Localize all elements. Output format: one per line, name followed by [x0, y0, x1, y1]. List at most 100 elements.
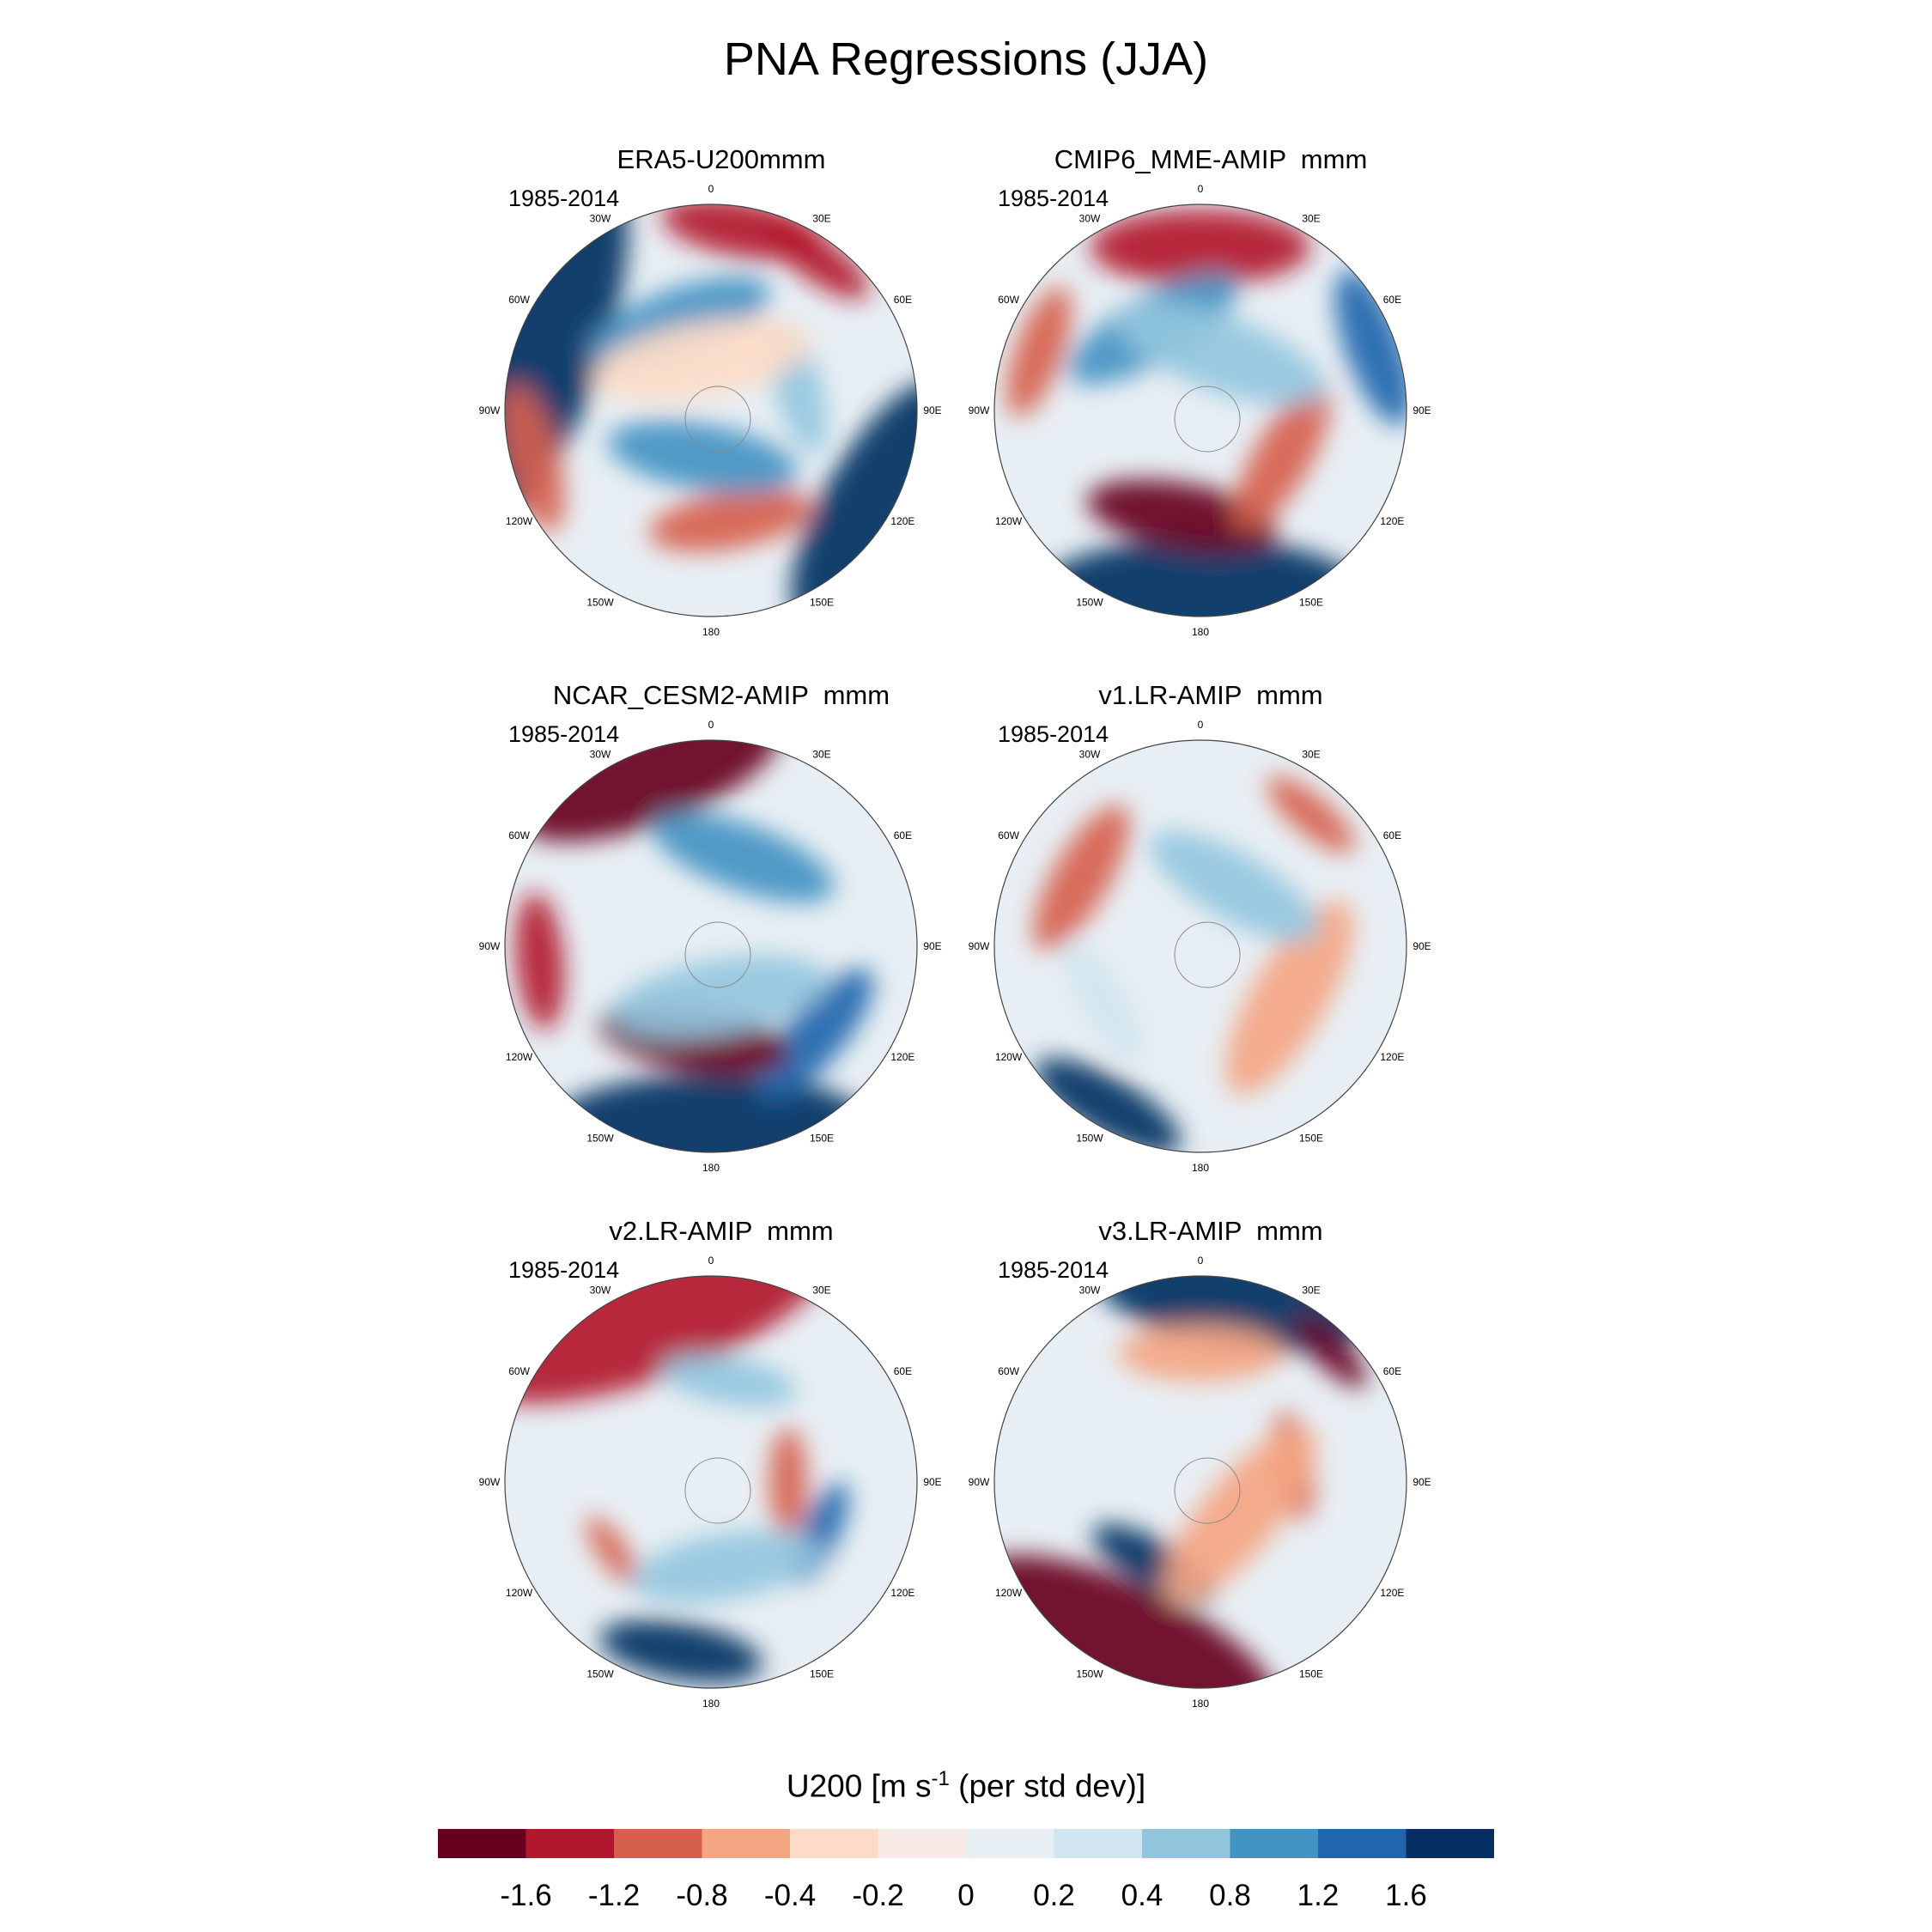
colorbar-tick-label: -0.4 [763, 1879, 817, 1912]
lon-label-150W: 150W [586, 596, 614, 608]
polar-map: 0 30E 60E 90E 120E 150E 180 150W 120W 90W 60W 30W [969, 183, 1431, 638]
colorbar-swatch-0 [438, 1829, 526, 1858]
anomaly-band-5 [660, 1354, 797, 1407]
field-layer [994, 204, 1406, 617]
anomaly-band-0 [1035, 1058, 1182, 1152]
lon-label-150W: 150W [1076, 1668, 1103, 1680]
panel-v3-lr: v3.LR-AMIP mmm 1985-2014 0 30E 60E 90E 120E 1… [969, 1216, 1451, 1710]
polar-map: 0 30E 60E 90E 120E 150E 180 150W 120W 90W 60W 30W [969, 1255, 1431, 1710]
anomaly-band-8 [607, 420, 798, 494]
lon-label-120W: 120W [506, 1587, 533, 1599]
anomaly-band-0 [1036, 538, 1365, 617]
lon-label-120W: 120W [995, 1051, 1023, 1063]
lon-label-30W: 30W [590, 749, 611, 761]
lon-label-0: 0 [1198, 1255, 1204, 1267]
lon-label-90E: 90E [1413, 1476, 1431, 1488]
colorbar-swatch-3 [702, 1829, 791, 1858]
lon-label-30W: 30W [1079, 1285, 1101, 1297]
colorbar-swatch-8 [1142, 1829, 1230, 1858]
lon-label-60E: 60E [894, 1365, 912, 1377]
anomaly-band-1 [791, 381, 917, 617]
panel-period: 1985-2014 [508, 185, 620, 211]
lon-label-60W: 60W [998, 829, 1019, 841]
lon-label-120E: 120E [1380, 1587, 1404, 1599]
colorbar-tick-label: -0.2 [852, 1879, 904, 1912]
map-boundary [504, 204, 918, 617]
lon-label-30E: 30E [812, 749, 830, 761]
anomaly-band-0 [546, 1074, 876, 1152]
colorbar-tick-label: 1.2 [1297, 1879, 1340, 1912]
anomaly-band-3 [1006, 286, 1072, 417]
anomaly-band-6 [611, 955, 829, 1039]
lon-label-180: 180 [1192, 626, 1209, 638]
lon-label-150W: 150W [586, 1668, 614, 1680]
lon-label-120W: 120W [995, 1587, 1023, 1599]
panel-period: 1985-2014 [508, 721, 620, 747]
anomaly-band-3 [586, 1516, 639, 1586]
lon-label-180: 180 [702, 626, 720, 638]
lon-label-60W: 60W [998, 1365, 1019, 1377]
lon-label-120W: 120W [995, 515, 1023, 527]
lon-label-60W: 60W [998, 294, 1019, 306]
figure-title: PNA Regressions (JJA) [723, 33, 1209, 85]
colorbar-swatch-11 [1406, 1829, 1494, 1858]
anomaly-band-2 [515, 892, 565, 1030]
lon-label-120E: 120E [890, 515, 914, 527]
lon-label-60E: 60E [894, 294, 912, 306]
colorbar-swatch-6 [966, 1829, 1054, 1858]
map-boundary [504, 739, 918, 1153]
antarctica-coastline [1174, 921, 1241, 988]
lon-label-60E: 60E [1383, 829, 1401, 841]
lon-label-120W: 120W [506, 1051, 533, 1063]
panel-period: 1985-2014 [998, 1257, 1109, 1283]
panel-period: 1985-2014 [508, 1257, 620, 1283]
panel-title: v1.LR-AMIP mmm [1098, 680, 1323, 710]
colorbar-swatch-10 [1318, 1829, 1406, 1858]
lon-label-120E: 120E [1380, 1051, 1404, 1063]
colorbar-swatch-7 [1054, 1829, 1143, 1858]
panel-title: NCAR_CESM2-AMIP mmm [552, 680, 890, 710]
panel-title: v3.LR-AMIP mmm [1098, 1216, 1323, 1246]
lon-label-90W: 90W [479, 1476, 501, 1488]
polar-map: 0 30E 60E 90E 120E 150E 180 150W 120W 90W 60W 30W [479, 183, 942, 638]
lon-label-150W: 150W [1076, 1132, 1103, 1144]
lon-label-90W: 90W [969, 1476, 990, 1488]
lon-label-180: 180 [702, 1162, 720, 1174]
anomaly-band-4 [505, 385, 565, 532]
anomaly-band-4 [769, 1427, 807, 1537]
panel-v2-lr: v2.LR-AMIP mmm 1985-2014 0 30E 60E 90E 120E 1… [479, 1216, 962, 1710]
lon-label-90E: 90E [923, 940, 941, 952]
anomaly-band-3 [764, 219, 869, 299]
lon-label-0: 0 [708, 719, 714, 731]
lon-label-0: 0 [708, 183, 714, 195]
colorbar-title: U200 [m s-1 (per std dev)] [0, 1767, 1932, 1804]
colorbar-swatch-1 [526, 1829, 615, 1858]
polar-map: 0 30E 60E 90E 120E 150E 180 150W 120W 90W 60W 30W [479, 719, 942, 1174]
anomaly-band-2 [1033, 805, 1130, 951]
anomaly-band-5 [652, 811, 835, 903]
lon-label-30E: 30E [812, 1285, 830, 1297]
field-layer [505, 204, 917, 617]
colorbar-tick-label: -1.2 [587, 1879, 641, 1912]
lon-label-90E: 90E [1413, 940, 1431, 952]
panel-period: 1985-2014 [998, 185, 1109, 211]
panel-title: CMIP6_MME-AMIP mmm [1054, 144, 1368, 174]
map-boundary [993, 739, 1407, 1153]
anomaly-band-1 [1334, 269, 1406, 426]
lon-label-60E: 60E [894, 829, 912, 841]
map-boundary [993, 204, 1407, 617]
colorbar-swatch-5 [878, 1829, 967, 1858]
colorbar-swatch-4 [790, 1829, 878, 1858]
lon-label-60E: 60E [1383, 1365, 1401, 1377]
panel-era5: ERA5-U200mmm 1985-2014 0 30E 60E 90E 120E 150… [479, 144, 962, 638]
colorbar-units-tail: (per std dev)] [949, 1768, 1146, 1804]
lon-label-120E: 120E [890, 1587, 914, 1599]
lon-label-60W: 60W [508, 1365, 530, 1377]
lon-label-30E: 30E [1302, 213, 1320, 225]
lon-label-0: 0 [1198, 719, 1204, 731]
colorbar-tick-label: -0.8 [676, 1879, 728, 1912]
panel-ncar-cesm2: NCAR_CESM2-AMIP mmm 1985-2014 0 30E 60E 90E… [479, 680, 962, 1174]
colorbar-swatch-2 [614, 1829, 702, 1858]
lon-label-30E: 30E [1302, 749, 1320, 761]
anomaly-band-0 [505, 1276, 832, 1404]
